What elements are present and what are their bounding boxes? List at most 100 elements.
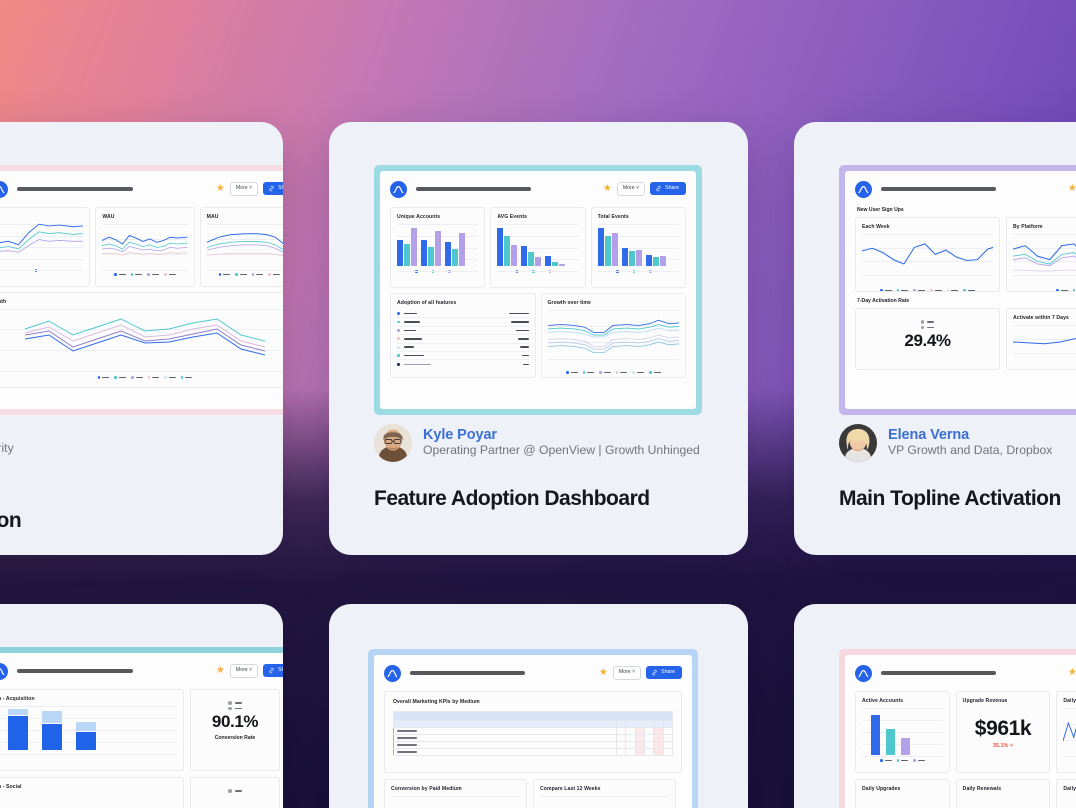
legend (102, 273, 187, 276)
panel-mau[interactable]: MAU (199, 207, 283, 287)
panel-metric-2[interactable] (190, 777, 280, 808)
favorite-star-icon[interactable]: ★ (598, 666, 608, 678)
legend (548, 371, 680, 374)
more-button[interactable]: More ˅ (612, 666, 642, 680)
kpi-table[interactable] (392, 711, 674, 756)
amplitude-logo-icon (390, 180, 407, 198)
panel-by-platform[interactable]: By Platform (1006, 217, 1076, 292)
list-item[interactable] (397, 360, 529, 368)
share-button[interactable]: Share (646, 666, 682, 680)
list-item[interactable] (397, 344, 529, 352)
table-row[interactable] (392, 741, 674, 749)
author-role: f Data & Analytics, Scopeclarity (0, 441, 14, 456)
share-button[interactable]: Share (263, 182, 283, 196)
card-marketing-kpis[interactable]: ★ More ˅ Share Overall Marketing KPIs by… (329, 604, 748, 808)
panel-title: Overall Marketing KPIs by Medium (393, 699, 480, 705)
dashboard-title-placeholder (881, 671, 996, 675)
panel-avg-events[interactable]: AVG Events (490, 207, 586, 288)
panel-compare-last-12-weeks[interactable]: Compare Last 12 Weeks (533, 779, 676, 808)
dashboard-surface: ★ More ˅ Share n - Acquisition (0, 653, 283, 808)
card-revenue[interactable]: ★ More ˅ Share Active Accounts (794, 604, 1076, 808)
table-row[interactable] (392, 748, 674, 756)
panel-title: Daily Renewals (962, 786, 1002, 792)
dashboard-frame: ★ More ˅ Share Unique Accounts (374, 165, 702, 415)
dashboard-title-placeholder (17, 187, 133, 191)
share-button[interactable]: Share (650, 182, 686, 196)
line-chart (861, 243, 994, 265)
gridlines (102, 224, 188, 271)
favorite-star-icon[interactable]: ★ (215, 182, 225, 194)
panel-daily-renewals[interactable]: Daily Renewals (955, 779, 1051, 808)
link-icon (652, 670, 657, 676)
dashboard-title-placeholder (416, 187, 531, 191)
table-row[interactable] (392, 727, 674, 735)
card-subscription-app[interactable]: ★ More ˅ Share (0, 122, 283, 555)
dashboard-frame: ★ More ˅ Share n - Acquisition (0, 647, 283, 808)
panel-month-trend[interactable]: nth (0, 292, 283, 388)
panel-unique-accounts[interactable]: Unique Accounts (390, 207, 486, 288)
card-feature-adoption[interactable]: ★ More ˅ Share Unique Accounts (329, 122, 748, 555)
line-chart (102, 234, 188, 256)
panel-wau[interactable]: WAU (95, 207, 195, 287)
table-row[interactable] (392, 734, 674, 742)
favorite-star-icon[interactable]: ★ (1067, 182, 1076, 194)
bar-base (76, 732, 96, 750)
list-item[interactable] (397, 310, 529, 319)
card-acquisition-conversion[interactable]: ★ More ˅ Share n - Acquisition (0, 604, 283, 808)
panel-social[interactable]: n - Social (0, 777, 184, 808)
author-role: Operating Partner @ OpenView | Growth Un… (423, 443, 700, 458)
panel-each-week[interactable]: Each Week (855, 217, 1000, 292)
more-button[interactable]: More ˅ (229, 664, 259, 678)
gridlines (1013, 234, 1076, 276)
author-name[interactable]: Berezovsky (0, 425, 14, 442)
panel-conversion-rate[interactable]: 90.1% Conversion Rate (190, 689, 280, 771)
toolbar-actions: ★ More ˅ Share (1068, 666, 1076, 679)
panel-upgrade-revenue[interactable]: Upgrade Revenue $961k 35.1% ˅ (955, 691, 1051, 773)
panel-title: AVG Events (497, 214, 528, 220)
panel-adoption-all-features[interactable]: Adoption of all features (390, 293, 536, 378)
panel-title: Daily Upgrades (862, 786, 901, 792)
list-item[interactable] (397, 327, 529, 336)
bar-chart (497, 226, 578, 266)
bar-base (8, 716, 28, 750)
more-button[interactable]: More ˅ (229, 182, 259, 196)
gridlines (862, 234, 993, 276)
panel-growth-over-time[interactable]: Growth over time (540, 293, 686, 378)
list-item[interactable] (397, 318, 529, 327)
panel-title: Daily (1063, 786, 1076, 792)
list-item[interactable] (397, 335, 529, 344)
author-name[interactable]: Elena Verna (888, 426, 970, 443)
favorite-star-icon[interactable]: ★ (1067, 666, 1076, 678)
favorite-star-icon[interactable]: ★ (215, 664, 225, 676)
panel-daily-1[interactable]: Daily (1056, 691, 1076, 773)
dashboard-toolbar: ★ More ˅ Share (384, 664, 682, 682)
panel-acquisition[interactable]: n - Acquisition (0, 689, 184, 771)
line-chart (547, 319, 680, 354)
panel-marketing-kpis-table[interactable]: Overall Marketing KPIs by Medium (384, 691, 682, 773)
share-label: Share (665, 185, 679, 192)
panel-active-accounts[interactable]: Active Accounts (855, 691, 950, 773)
panel-total-events[interactable]: Total Events (590, 207, 686, 288)
bar-group (42, 711, 62, 750)
favorite-star-icon[interactable]: ★ (602, 182, 612, 194)
panel-activation-metric[interactable]: 29.4% (855, 308, 1000, 370)
dashboard-toolbar: ★ More ˅ Share (0, 180, 283, 198)
dashboard-frame: ★ More ˅ Share Overall Marketing KPIs by… (368, 649, 698, 808)
more-button[interactable]: More ˅ (616, 182, 646, 196)
legend (862, 759, 943, 762)
panel-clipped[interactable] (0, 207, 91, 287)
panel-conversion-by-paid-medium[interactable]: Conversion by Paid Medium (384, 779, 527, 808)
bar-chart (862, 711, 943, 755)
panel-activate-within-7-days[interactable]: Activate within 7 Days (1006, 308, 1076, 370)
share-button[interactable]: Share (263, 664, 283, 678)
gridlines (0, 309, 283, 372)
table-subheader-row (392, 720, 674, 728)
dashboard-title-placeholder (410, 671, 525, 675)
author-name[interactable]: Kyle Poyar (423, 426, 497, 443)
panel-daily-2[interactable]: Daily (1056, 779, 1076, 808)
panel-daily-upgrades[interactable]: Daily Upgrades (855, 779, 950, 808)
card-main-topline-activation[interactable]: ★ More ˅ Share New User Sign Ups Each We… (794, 122, 1076, 555)
toolbar-actions: ★ More ˅ Share (1068, 182, 1076, 195)
list-item[interactable] (397, 352, 529, 361)
line-chart (0, 223, 84, 253)
